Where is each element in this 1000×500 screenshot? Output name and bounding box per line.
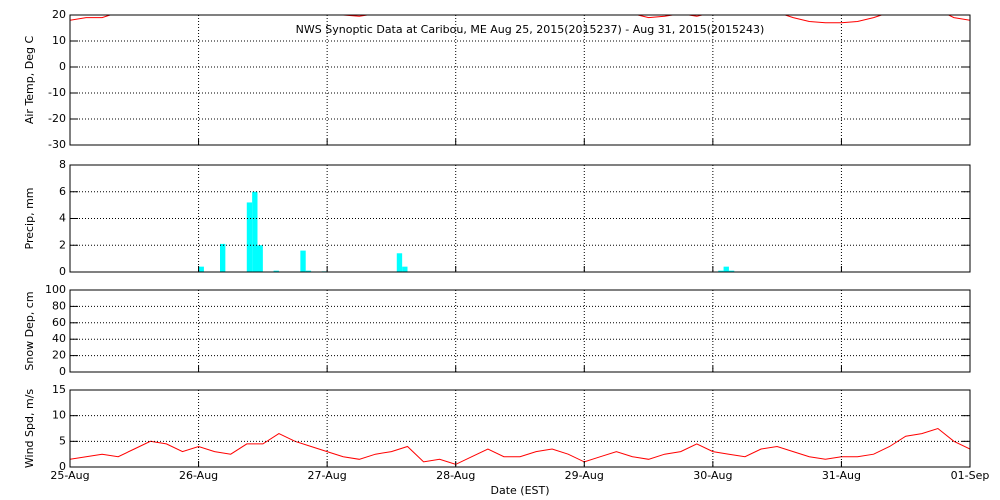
y-tick-label: -20	[48, 112, 66, 125]
y-axis-label: Air Temp, Deg C	[23, 36, 36, 125]
y-tick-label: 4	[59, 212, 66, 225]
y-tick-label: 20	[52, 8, 66, 21]
y-axis-label: Wind Spd, m/s	[23, 389, 36, 469]
y-tick-label: 0	[59, 265, 66, 278]
y-tick-label: 0	[59, 60, 66, 73]
y-axis-label: Snow Dep, cm	[23, 291, 36, 370]
y-tick-label: 15	[52, 383, 66, 396]
bar	[246, 202, 253, 272]
y-tick-label: -10	[48, 86, 66, 99]
data-line	[70, 15, 970, 24]
x-tick-label: 27-Aug	[308, 469, 347, 482]
y-tick-label: 40	[52, 332, 66, 345]
y-tick-label: 10	[52, 34, 66, 47]
bar	[723, 266, 729, 272]
bar	[198, 266, 204, 272]
bar	[728, 270, 735, 272]
x-tick-label: 31-Aug	[822, 469, 861, 482]
y-tick-label: -30	[48, 138, 66, 151]
bar	[718, 270, 724, 272]
bar	[273, 270, 279, 272]
panel-frame	[69, 289, 971, 373]
x-axis-label: Date (EST)	[490, 484, 549, 497]
chart-title: NWS Synoptic Data at Caribou, ME Aug 25,…	[296, 23, 765, 36]
y-tick-label: 80	[52, 299, 66, 312]
data-line	[70, 427, 970, 465]
y-tick-label: 10	[52, 409, 66, 422]
x-tick-label: 25-Aug	[50, 469, 89, 482]
x-tick-label: 01-Sep	[951, 469, 990, 482]
x-tick-label: 26-Aug	[179, 469, 218, 482]
y-tick-label: 0	[59, 365, 66, 378]
y-tick-label: 20	[52, 349, 66, 362]
bar	[257, 245, 263, 272]
bar	[300, 250, 306, 272]
plot-area	[198, 191, 735, 272]
bar	[305, 270, 312, 272]
bar	[396, 253, 403, 272]
plot-area	[70, 15, 970, 24]
x-tick-label: 28-Aug	[436, 469, 475, 482]
x-tick-label: 30-Aug	[693, 469, 732, 482]
y-tick-label: 100	[45, 283, 66, 296]
y-axis-label: Precip, mm	[23, 188, 36, 250]
x-tick-label: 29-Aug	[565, 469, 604, 482]
y-tick-label: 8	[59, 158, 66, 171]
y-tick-label: 0	[59, 460, 66, 473]
bar	[220, 243, 226, 272]
panel-frame	[69, 164, 971, 273]
bar	[252, 191, 258, 272]
panel-frame	[69, 389, 971, 468]
panel-frame	[69, 14, 971, 146]
plot-area	[70, 427, 970, 465]
bar	[402, 266, 408, 272]
y-tick-label: 5	[59, 434, 66, 447]
y-tick-label: 2	[59, 238, 66, 251]
y-tick-label: 60	[52, 316, 66, 329]
y-tick-label: 6	[59, 185, 66, 198]
